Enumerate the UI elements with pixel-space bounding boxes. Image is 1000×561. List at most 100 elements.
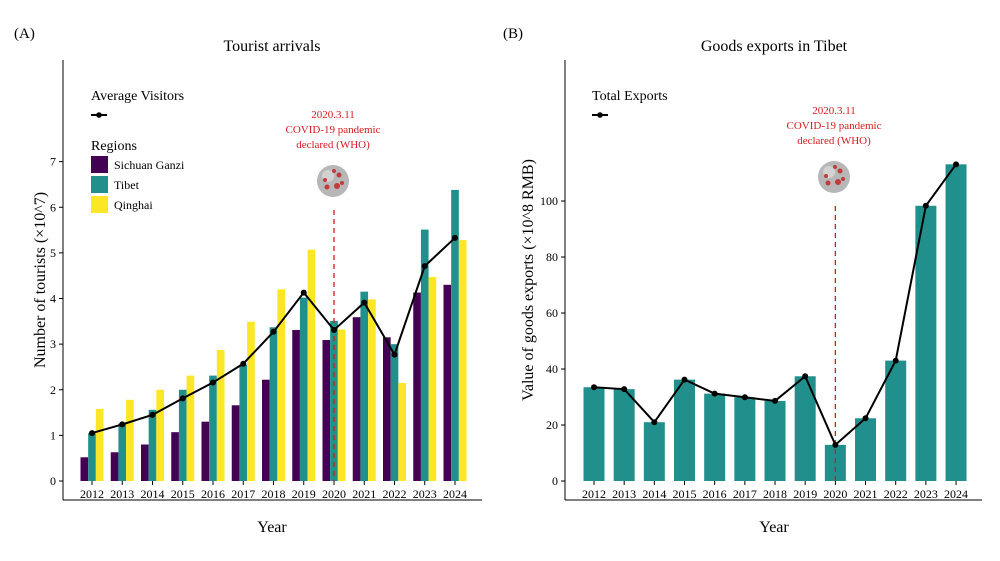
chart-a-bar-sichuan-ganzi-2024 <box>443 284 452 481</box>
chart-a-ytick-label-2: 2 <box>50 383 56 397</box>
chart-a-bar-tibet-2019 <box>299 297 308 481</box>
chart-a-bar-tibet-2014 <box>148 409 157 481</box>
chart-a-point-2023 <box>421 263 428 270</box>
chart-b-xtick-label-2022: 2022 <box>884 487 908 501</box>
chart-b-bar-goods-exports-2016 <box>704 393 726 481</box>
chart-b-point-2021 <box>862 415 869 422</box>
chart-a-legend: Average Visitors Regions Sichuan Ganzi T… <box>91 89 185 213</box>
chart-a-bar-qinghai-2019 <box>307 249 316 481</box>
chart-a-virus-icon <box>317 165 349 197</box>
chart-a-point-2018 <box>270 328 277 335</box>
chart-b-point-2019 <box>802 373 809 380</box>
chart-a-bar-qinghai-2018 <box>277 289 285 481</box>
chart-a-bar-tibet-2018 <box>269 327 278 481</box>
chart-a-legend-line-title: Average Visitors <box>91 89 184 104</box>
chart-a-bar-tibet-2024 <box>451 189 459 481</box>
chart-b-bar-goods-exports-2019 <box>794 376 816 481</box>
chart-a-xtick-label-2018: 2018 <box>262 487 286 501</box>
chart-a-bar-tibet-2016 <box>209 375 217 481</box>
chart-a-xtick-label-2022: 2022 <box>383 487 407 501</box>
chart-a-xtick-label-2015: 2015 <box>171 487 195 501</box>
chart-a-point-2012 <box>89 430 95 437</box>
chart-a-bar-qinghai-2016 <box>216 350 225 481</box>
chart-a-bar-qinghai-2020 <box>337 329 346 481</box>
chart-a-annotation-line1: COVID-19 pandemic <box>285 124 380 136</box>
chart-b-xtick-label-2016: 2016 <box>703 487 727 501</box>
chart-a-bar-sichuan-ganzi-2012 <box>80 457 89 481</box>
chart-a-legend-swatch-tibet <box>91 176 108 193</box>
chart-b-xtick-label-2018: 2018 <box>763 487 787 501</box>
chart-a-ytick-label-1: 1 <box>50 428 56 442</box>
chart-a-bar-sichuan-ganzi-2015 <box>171 432 179 481</box>
chart-a-xtick-label-2012: 2012 <box>80 487 104 501</box>
chart-a-point-2016 <box>210 379 216 386</box>
chart-b-title: Goods exports in Tibet <box>701 38 848 55</box>
chart-a-ytick-label-7: 7 <box>50 155 56 169</box>
chart-b-covid-annotation: 2020.3.11 COVID-19 pandemic declared (WH… <box>786 105 882 193</box>
panel-b-label: (B) <box>503 26 523 42</box>
chart-b-xtick-label-2012: 2012 <box>582 487 606 501</box>
chart-a-bar-sichuan-ganzi-2020 <box>322 340 331 481</box>
chart-b-bar-goods-exports-2015 <box>674 379 696 481</box>
chart-a-bar-sichuan-ganzi-2013 <box>110 452 119 481</box>
chart-a-legend-point-key <box>96 112 102 118</box>
chart-a-bar-tibet-2023 <box>420 229 429 481</box>
chart-b-xtick-label-2023: 2023 <box>914 487 938 501</box>
chart-b-point-2012 <box>591 384 597 391</box>
chart-b-bar-goods-exports-2017 <box>734 397 756 481</box>
chart-a-bar-tibet-2021 <box>360 291 369 481</box>
chart-a-bar-qinghai-2022 <box>398 382 406 481</box>
chart-a-bar-tibet-2012 <box>88 433 96 481</box>
chart-a-point-2017 <box>240 360 247 367</box>
chart-a-bar-sichuan-ganzi-2019 <box>292 329 300 481</box>
chart-a-bar-qinghai-2013 <box>126 399 134 481</box>
chart-b-bar-goods-exports-2021 <box>855 418 877 481</box>
chart-a-bar-qinghai-2023 <box>428 277 437 481</box>
chart-a-legend-label-qinghai: Qinghai <box>114 198 153 212</box>
chart-a-bar-sichuan-ganzi-2014 <box>141 444 149 481</box>
chart-a-xtick-label-2017: 2017 <box>231 487 255 501</box>
chart-a-point-2022 <box>391 351 398 358</box>
chart-a-annotation-date: 2020.3.11 <box>311 109 355 121</box>
chart-b-xtick-label-2017: 2017 <box>733 487 757 501</box>
chart-a-xtick-label-2020: 2020 <box>322 487 346 501</box>
chart-b-point-2020 <box>832 441 839 448</box>
chart-a-legend-regions-title: Regions <box>91 139 137 154</box>
chart-b-legend: Total Exports <box>592 89 668 118</box>
chart-a-legend-label-tibet: Tibet <box>114 178 140 192</box>
chart-a-title: Tourist arrivals <box>223 38 320 55</box>
chart-b-legend-point-key <box>597 112 603 118</box>
chart-b-ytick-label-100: 100 <box>540 194 558 208</box>
chart-b-plot: 0 20 40 60 80 100 2012 2013 2014 2015 2016 2017 2018… <box>540 161 968 501</box>
chart-a-ytick-label-4: 4 <box>50 292 56 306</box>
chart-b-annotation-line1: COVID-19 pandemic <box>786 120 881 132</box>
chart-a-annotation-line2: declared (WHO) <box>296 139 370 151</box>
chart-a-xtick-label-2024: 2024 <box>443 487 467 501</box>
chart-b-xtick-label-2014: 2014 <box>642 487 666 501</box>
chart-a-xtick-label-2014: 2014 <box>141 487 165 501</box>
chart-b-bar-goods-exports-2022 <box>885 360 907 481</box>
chart-b-ylabel: Value of goods exports (×10^8 RMB) <box>520 159 537 401</box>
chart-b-ytick-label-20: 20 <box>546 418 558 432</box>
chart-b-ytick-label-40: 40 <box>546 362 558 376</box>
chart-b-bar-goods-exports-2013 <box>613 389 635 481</box>
chart-b-point-2022 <box>892 357 899 364</box>
chart-a-ytick-label-5: 5 <box>50 246 56 260</box>
chart-a-bar-tibet-2013 <box>118 423 127 481</box>
chart-b-bar-goods-exports-2014 <box>643 422 665 481</box>
chart-b-xtick-label-2019: 2019 <box>793 487 817 501</box>
chart-a-bar-qinghai-2012 <box>95 408 104 481</box>
chart-a-xtick-label-2021: 2021 <box>352 487 376 501</box>
chart-a-legend-swatch-ganzi <box>91 156 108 173</box>
chart-a-bar-qinghai-2014 <box>156 389 164 481</box>
chart-b-ytick-label-60: 60 <box>546 306 558 320</box>
chart-a-xtick-label-2019: 2019 <box>292 487 316 501</box>
chart-a-plot: 0 1 2 3 4 5 6 7 2012 2013 2014 2015 2016 2017 2018 2019… <box>50 155 467 501</box>
chart-a-bar-qinghai-2021 <box>368 299 376 481</box>
chart-b-ytick-label-80: 80 <box>546 250 558 264</box>
chart-b-xtick-label-2021: 2021 <box>854 487 878 501</box>
chart-a-bar-sichuan-ganzi-2021 <box>352 317 361 481</box>
chart-b-point-2014 <box>651 419 658 426</box>
chart-a-ytick-label-0: 0 <box>50 474 56 488</box>
